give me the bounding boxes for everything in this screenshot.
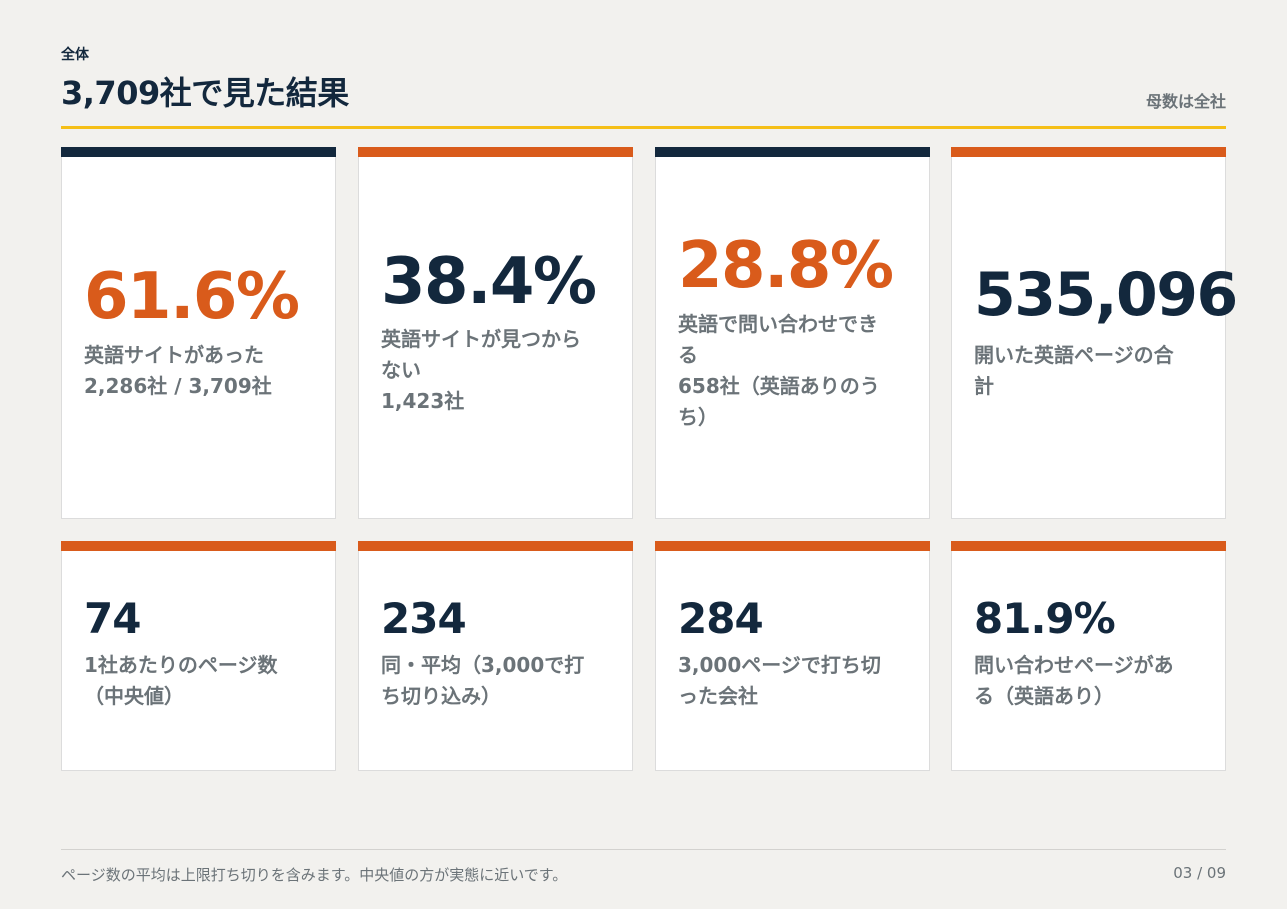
footnote: ページ数の平均は上限打ち切りを含みます。中央値の方が実態に近いです。 [61,866,568,884]
stat-card-english-pages-total: 535,096 開いた英語ページの合 計 [951,147,1238,519]
stat-label-line: 英語で問い合わせでき [678,312,878,336]
page-title: 3,709社で見た結果 [61,74,349,112]
stat-label: 同・平均（3,000で打 ち切り込み） [381,650,616,712]
stat-label-line: 開いた英語ページの合 [974,343,1174,367]
stat-label-line: 1,423社 [381,389,465,413]
header-rule [61,126,1226,129]
section-eyebrow: 全体 [61,47,89,63]
stat-label-line: った会社 [678,684,758,708]
stat-label: 英語サイトがあった 2,286社 / 3,709社 [84,340,319,402]
stat-label-line: ち） [678,405,718,429]
card-accent-bar [358,147,633,157]
stat-label-line: （中央値） [84,684,184,708]
stat-value: 28.8% [678,229,894,303]
stat-label: 3,000ページで打ち切 った会社 [678,650,913,712]
stat-label-line: 計 [974,374,994,398]
stat-value: 535,096 [974,260,1238,330]
card-accent-bar [951,147,1226,157]
stat-card-inquiry-page: 81.9% 問い合わせページがあ る（英語あり） [951,541,1226,771]
stat-label-line: 658社（英語ありのう [678,374,880,398]
stat-value: 74 [84,594,141,643]
stat-label-line: 3,000ページで打ち切 [678,653,881,677]
card-accent-bar [655,541,930,551]
stat-value: 61.6% [84,260,300,334]
stat-card-english-inquiry: 28.8% 英語で問い合わせでき る 658社（英語ありのう ち） [655,147,930,519]
stat-label-line: 英語サイトが見つから [381,327,581,351]
stat-label-line: ない [381,358,421,382]
stat-card-english-site: 61.6% 英語サイトがあった 2,286社 / 3,709社 [61,147,336,519]
stat-label-line: 1社あたりのページ数 [84,653,278,677]
footer-rule [61,849,1226,850]
stat-card-no-english-site: 38.4% 英語サイトが見つから ない 1,423社 [358,147,633,519]
stat-label-line: る [678,343,698,367]
stat-label: 1社あたりのページ数 （中央値） [84,650,319,712]
base-note: 母数は全社 [1145,92,1226,111]
card-accent-bar [951,541,1226,551]
stat-value: 38.4% [381,245,597,319]
page-number: 03 / 09 [1173,864,1226,882]
stat-label: 英語サイトが見つから ない 1,423社 [381,324,616,417]
card-accent-bar [61,541,336,551]
stat-card-capped-companies: 284 3,000ページで打ち切 った会社 [655,541,930,771]
card-accent-bar [61,147,336,157]
stat-card-mean-pages: 234 同・平均（3,000で打 ち切り込み） [358,541,633,771]
stat-label: 問い合わせページがあ る（英語あり） [974,650,1209,712]
stat-label-line: 同・平均（3,000で打 [381,653,585,677]
stat-label: 開いた英語ページの合 計 [974,340,1209,402]
card-accent-bar [655,147,930,157]
stat-value: 234 [381,594,467,643]
stat-value: 81.9% [974,594,1116,643]
stat-label-line: 2,286社 / 3,709社 [84,374,272,398]
card-accent-bar [358,541,633,551]
stat-label-line: ち切り込み） [381,684,501,708]
stat-value: 284 [678,594,764,643]
slide-header: 全体 3,709社で見た結果 母数は全社 [61,44,1226,128]
stat-label-line: 問い合わせページがあ [974,653,1174,677]
stat-label-line: る（英語あり） [974,684,1114,708]
stat-card-median-pages: 74 1社あたりのページ数 （中央値） [61,541,336,771]
stat-label-line: 英語サイトがあった [84,343,264,367]
stat-label: 英語で問い合わせでき る 658社（英語ありのう ち） [678,309,913,433]
